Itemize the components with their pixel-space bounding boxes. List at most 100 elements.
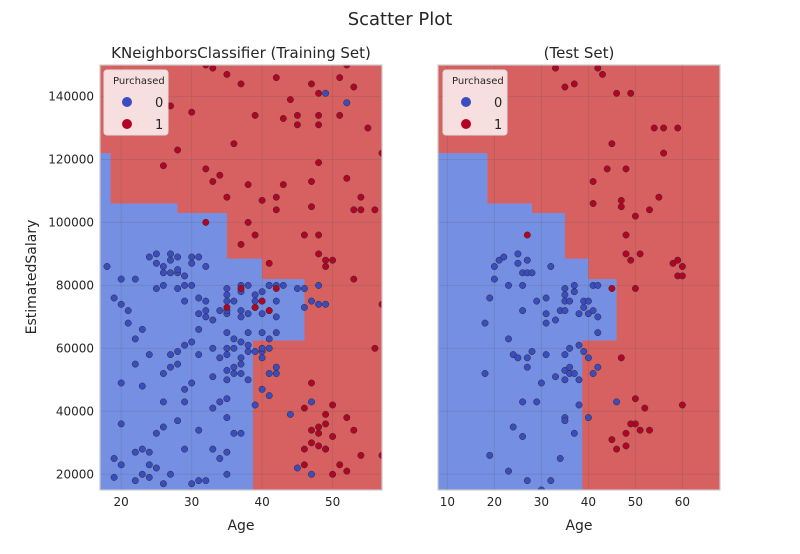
y-tick-label-3: 80000 bbox=[56, 278, 94, 292]
point-class0-1 bbox=[110, 473, 118, 481]
point-class0-96 bbox=[223, 291, 231, 299]
point-class0-49 bbox=[561, 285, 569, 292]
point-class0-5 bbox=[490, 263, 498, 270]
point-class0-144 bbox=[279, 281, 287, 289]
point-class0-108 bbox=[237, 338, 245, 346]
point-class0-116 bbox=[244, 329, 252, 337]
y-tick-label-5: 120000 bbox=[48, 152, 94, 166]
point-class0-65 bbox=[195, 351, 203, 359]
point-class1-21 bbox=[265, 307, 273, 315]
point-class0-46 bbox=[174, 285, 182, 292]
point-class1-22 bbox=[641, 404, 649, 412]
point-class1-43 bbox=[617, 354, 625, 362]
point-class0-8 bbox=[505, 467, 512, 475]
point-class0-50 bbox=[181, 445, 189, 453]
point-class0-52 bbox=[181, 385, 189, 393]
point-class0-31 bbox=[159, 423, 167, 431]
point-class0-61 bbox=[580, 348, 588, 355]
point-class1-6 bbox=[209, 178, 217, 185]
point-class0-3 bbox=[486, 294, 494, 302]
legend-test-label-1: 1 bbox=[494, 118, 502, 133]
point-class0-29 bbox=[533, 297, 541, 305]
point-class1-59 bbox=[336, 111, 344, 119]
point-class0-102 bbox=[230, 335, 238, 343]
point-class0-36 bbox=[159, 263, 167, 270]
x-tick-label-2: 40 bbox=[255, 495, 270, 509]
point-class0-31 bbox=[537, 379, 545, 387]
point-class1-16 bbox=[631, 285, 639, 292]
point-class0-30 bbox=[159, 480, 167, 488]
point-class0-60 bbox=[188, 281, 196, 289]
legend-training-label-0: 0 bbox=[155, 96, 163, 111]
point-class0-57 bbox=[188, 480, 196, 488]
point-class1-49 bbox=[322, 263, 330, 270]
point-class0-158 bbox=[265, 281, 273, 289]
point-class0-73 bbox=[594, 281, 602, 289]
point-class0-57 bbox=[570, 281, 578, 289]
y-tick-label-4: 100000 bbox=[48, 215, 94, 229]
point-class1-12 bbox=[237, 80, 245, 88]
x-ticks-test: 10 20 30 40 50 60 bbox=[440, 495, 690, 509]
point-class0-21 bbox=[145, 461, 153, 469]
x-axis-label-training: Age bbox=[227, 518, 254, 534]
point-class1-38 bbox=[603, 165, 611, 173]
point-class0-52 bbox=[566, 344, 574, 352]
point-class1-22 bbox=[272, 206, 280, 214]
point-class0-122 bbox=[251, 297, 259, 305]
point-class0-142 bbox=[272, 297, 280, 305]
point-class1-41 bbox=[608, 285, 616, 292]
point-class0-62 bbox=[580, 303, 588, 311]
point-class0-35 bbox=[159, 269, 167, 277]
point-class0-7 bbox=[117, 300, 125, 308]
point-class0-157 bbox=[322, 89, 330, 97]
point-class1-36 bbox=[608, 436, 616, 444]
x-tick-label-3: 40 bbox=[581, 495, 596, 509]
point-class1-41 bbox=[315, 121, 323, 129]
point-class0-43 bbox=[561, 376, 569, 384]
point-class0-26 bbox=[528, 269, 536, 277]
point-class0-114 bbox=[244, 348, 252, 355]
point-class0-58 bbox=[188, 379, 196, 387]
point-class0-103 bbox=[230, 297, 238, 305]
point-class1-36 bbox=[308, 203, 315, 211]
point-class0-155 bbox=[322, 300, 330, 308]
point-class0-76 bbox=[209, 404, 217, 412]
point-class0-138 bbox=[272, 370, 280, 377]
x-tick-label-5: 60 bbox=[675, 495, 690, 509]
point-class1-60 bbox=[336, 461, 344, 469]
point-class1-10 bbox=[617, 203, 625, 211]
point-class0-75 bbox=[209, 445, 217, 453]
point-class1-18 bbox=[631, 212, 639, 220]
x-tick-label-1: 30 bbox=[184, 495, 199, 509]
point-class1-24 bbox=[272, 74, 280, 82]
point-class0-82 bbox=[216, 354, 224, 362]
point-class1-8 bbox=[216, 171, 224, 179]
point-class0-64 bbox=[584, 354, 592, 362]
point-class0-67 bbox=[195, 310, 203, 318]
point-class1-8 bbox=[613, 89, 621, 97]
point-class0-10 bbox=[505, 281, 512, 289]
point-class1-30 bbox=[300, 231, 308, 239]
point-class0-115 bbox=[244, 341, 252, 349]
point-class0-120 bbox=[251, 348, 259, 355]
point-class1-84 bbox=[258, 297, 266, 305]
x-tick-label-1: 20 bbox=[487, 495, 502, 509]
point-class0-29 bbox=[152, 250, 160, 258]
point-class0-81 bbox=[216, 398, 224, 406]
point-class0-15 bbox=[131, 275, 139, 283]
point-class0-51 bbox=[181, 398, 189, 406]
legend-training-label-1: 1 bbox=[155, 118, 163, 133]
point-class1-56 bbox=[329, 433, 337, 440]
point-class1-80 bbox=[393, 273, 399, 279]
point-class0-148 bbox=[300, 285, 308, 292]
point-class1-2 bbox=[561, 83, 569, 91]
point-class1-15 bbox=[244, 218, 252, 226]
point-class0-48 bbox=[561, 291, 569, 299]
point-class0-20 bbox=[145, 473, 153, 481]
point-class1-53 bbox=[322, 445, 330, 453]
point-class1-5 bbox=[594, 65, 602, 72]
point-class1-64 bbox=[343, 467, 351, 475]
y-tick-label-2: 60000 bbox=[56, 341, 94, 355]
point-class0-87 bbox=[223, 395, 231, 403]
